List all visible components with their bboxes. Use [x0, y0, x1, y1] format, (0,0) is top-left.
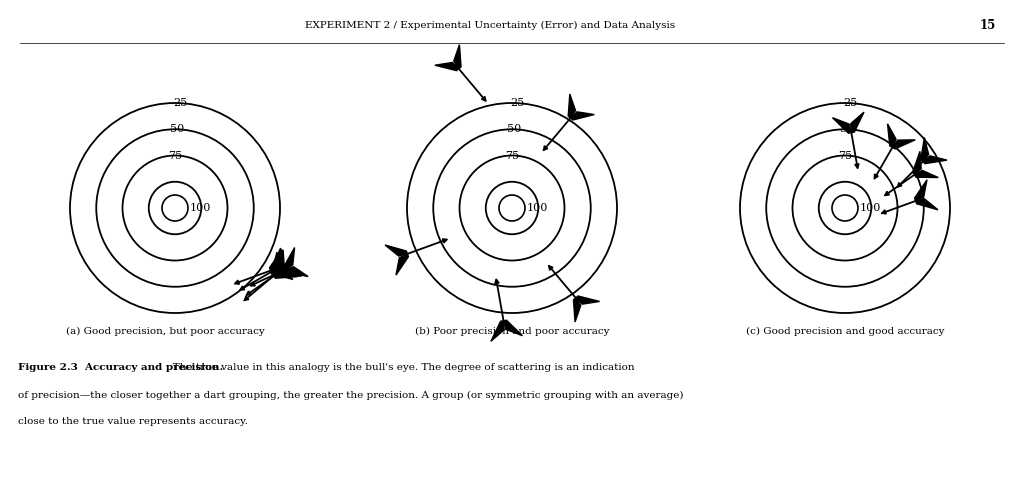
- Polygon shape: [888, 124, 896, 147]
- Text: (a) Good precision, but poor accuracy: (a) Good precision, but poor accuracy: [66, 327, 264, 336]
- Text: 50: 50: [840, 124, 854, 134]
- Polygon shape: [284, 247, 295, 270]
- Polygon shape: [490, 321, 504, 341]
- Polygon shape: [897, 183, 902, 187]
- Text: 50: 50: [170, 124, 184, 134]
- Polygon shape: [271, 252, 280, 276]
- Text: 75: 75: [168, 151, 182, 160]
- Polygon shape: [278, 269, 301, 276]
- Polygon shape: [275, 250, 285, 273]
- Polygon shape: [396, 254, 409, 275]
- Polygon shape: [285, 267, 308, 277]
- Text: 100: 100: [527, 203, 549, 213]
- Text: 100: 100: [190, 203, 212, 213]
- Polygon shape: [912, 151, 922, 175]
- Text: 15: 15: [980, 18, 996, 31]
- Polygon shape: [495, 279, 499, 284]
- Text: 50: 50: [507, 124, 521, 134]
- Polygon shape: [454, 44, 461, 69]
- Polygon shape: [923, 156, 947, 164]
- Polygon shape: [385, 245, 408, 256]
- Text: (c) Good precision and good accuracy: (c) Good precision and good accuracy: [745, 327, 944, 336]
- Polygon shape: [921, 138, 929, 161]
- Polygon shape: [874, 174, 879, 179]
- Polygon shape: [573, 298, 581, 322]
- Polygon shape: [549, 266, 553, 270]
- Polygon shape: [855, 164, 859, 168]
- Text: The true value in this analogy is the bull's eye. The degree of scattering is an: The true value in this analogy is the bu…: [163, 364, 635, 372]
- Polygon shape: [442, 239, 446, 243]
- Polygon shape: [247, 291, 251, 295]
- Circle shape: [831, 195, 858, 221]
- Text: 75: 75: [505, 151, 519, 160]
- Circle shape: [162, 195, 188, 221]
- Polygon shape: [851, 112, 864, 133]
- Polygon shape: [570, 112, 594, 120]
- Polygon shape: [914, 170, 938, 178]
- Polygon shape: [245, 296, 249, 300]
- Polygon shape: [251, 282, 255, 286]
- Polygon shape: [240, 286, 245, 290]
- Text: 100: 100: [860, 203, 882, 213]
- Text: of precision—the closer together a dart grouping, the greater the precision. A g: of precision—the closer together a dart …: [18, 390, 683, 399]
- Text: 25: 25: [843, 98, 857, 108]
- Polygon shape: [915, 199, 938, 210]
- Text: 25: 25: [510, 98, 524, 108]
- Polygon shape: [914, 180, 927, 201]
- Text: Figure 2.3  Accuracy and precision.: Figure 2.3 Accuracy and precision.: [18, 364, 223, 372]
- Polygon shape: [271, 248, 281, 271]
- Polygon shape: [481, 97, 485, 101]
- Circle shape: [499, 195, 525, 221]
- Polygon shape: [885, 191, 890, 196]
- Polygon shape: [568, 94, 575, 118]
- Text: EXPERIMENT 2 / Experimental Uncertainty (Error) and Data Analysis: EXPERIMENT 2 / Experimental Uncertainty …: [305, 20, 675, 29]
- Polygon shape: [504, 320, 522, 336]
- Polygon shape: [269, 249, 282, 270]
- Text: close to the true value represents accuracy.: close to the true value represents accur…: [18, 417, 248, 426]
- Polygon shape: [882, 210, 886, 214]
- Polygon shape: [270, 269, 293, 280]
- Polygon shape: [833, 118, 851, 133]
- Text: (b) Poor precision and poor accuracy: (b) Poor precision and poor accuracy: [415, 327, 609, 336]
- Polygon shape: [435, 62, 459, 71]
- Polygon shape: [892, 140, 915, 149]
- Polygon shape: [234, 280, 240, 284]
- Polygon shape: [544, 146, 548, 150]
- Polygon shape: [575, 296, 600, 304]
- Text: 25: 25: [173, 98, 187, 108]
- Polygon shape: [273, 271, 298, 278]
- Polygon shape: [273, 267, 297, 276]
- Text: 75: 75: [838, 151, 852, 160]
